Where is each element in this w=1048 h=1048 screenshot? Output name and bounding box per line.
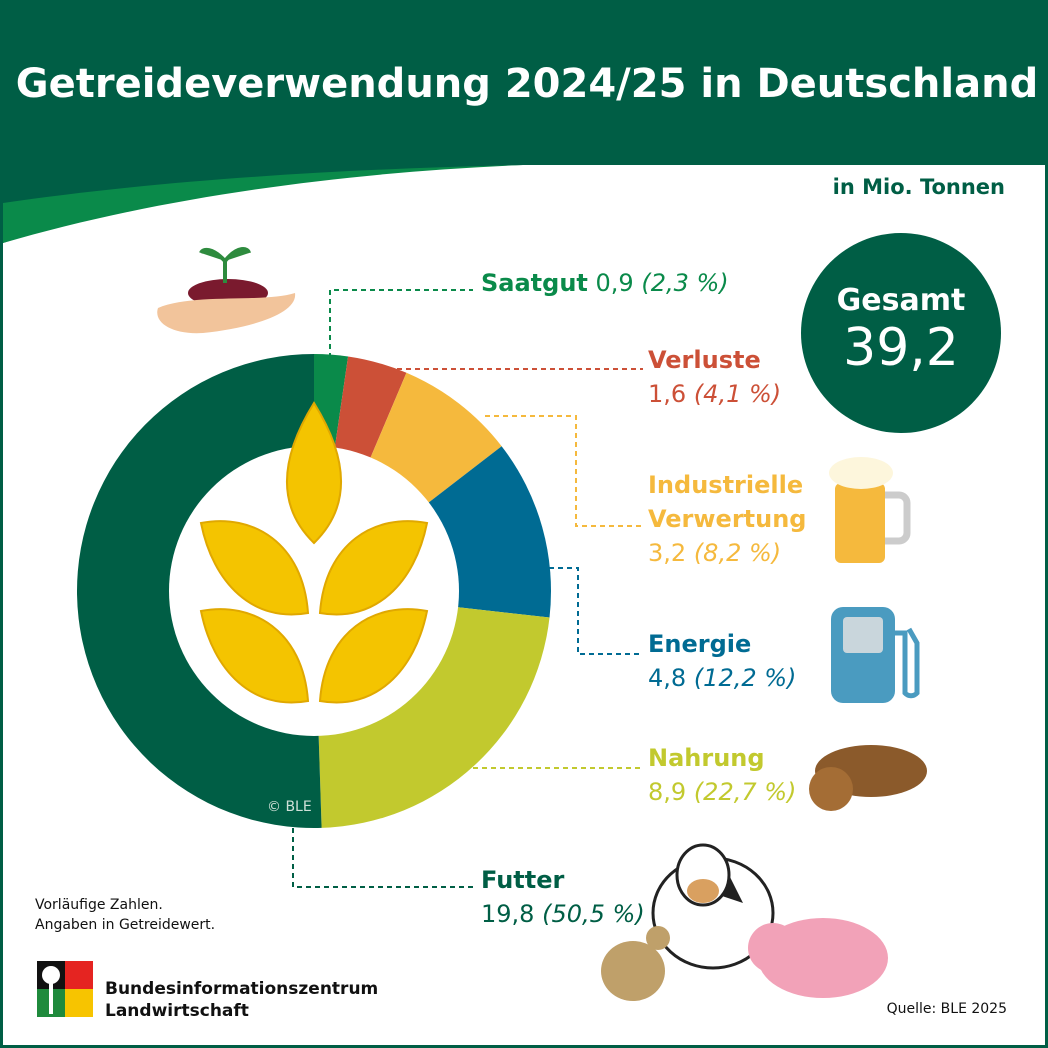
copyright: © BLE — [267, 799, 312, 815]
total-value: 39,2 — [843, 318, 959, 378]
leader-energie — [549, 567, 643, 655]
label-industrie: Industrielle Verwertung 3,2 (8,2 %) — [648, 471, 807, 567]
leader-industrie — [485, 415, 643, 527]
label-nahrung: Nahrung 8,9 (22,7 %) — [648, 744, 797, 806]
footnote: Vorläufige Zahlen. Angaben in Getreidewe… — [35, 895, 215, 935]
leader-saatgut — [329, 289, 473, 358]
leader-futter — [292, 828, 473, 888]
total-label: Gesamt — [836, 283, 966, 318]
label-verluste: Verluste 1,6 (4,1 %) — [648, 346, 782, 408]
org-line: Bundesinformationszentrum — [105, 979, 379, 999]
note-line: Vorläufige Zahlen. — [35, 897, 163, 913]
organization-name: Bundesinformationszentrum Landwirtschaft — [105, 978, 378, 1022]
donut-chart — [37, 247, 927, 1017]
label-energie: Energie 4,8 (12,2 %) — [648, 630, 797, 692]
bread-icon — [809, 745, 927, 811]
fuel-pump-icon — [831, 607, 920, 703]
farm-animals-icon — [601, 843, 888, 1001]
total-badge: Gesamt 39,2 — [801, 233, 1001, 433]
seedling-hand-icon — [157, 247, 296, 334]
label-saatgut: Saatgut 0,9 (2,3 %) — [481, 269, 729, 297]
header-band — [3, 3, 1045, 243]
label-futter: Futter 19,8 (50,5 %) — [481, 866, 645, 928]
source: Quelle: BLE 2025 — [886, 1001, 1007, 1017]
wheat-icon — [199, 401, 429, 704]
beer-mug-icon — [829, 457, 911, 563]
unit-label: in Mio. Tonnen — [832, 175, 1005, 199]
org-line: Landwirtschaft — [105, 1001, 249, 1021]
note-line: Angaben in Getreidewert. — [35, 917, 216, 933]
ble-logo-icon — [37, 961, 93, 1017]
chart-title: Getreideverwendung 2024/25 in Deutschlan… — [15, 61, 1039, 107]
